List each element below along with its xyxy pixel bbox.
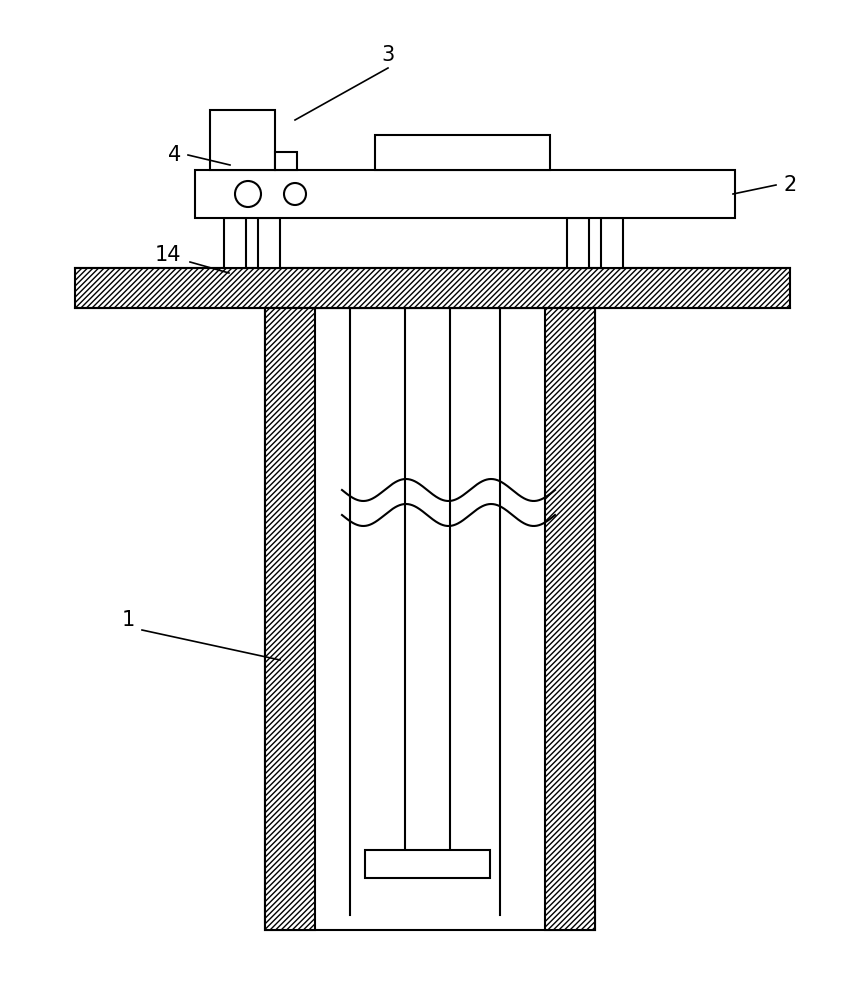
Bar: [258, 218, 280, 268]
Text: 14: 14: [155, 245, 181, 265]
Bar: [545, 308, 595, 930]
Text: 4: 4: [169, 145, 181, 165]
Bar: [75, 268, 790, 308]
Bar: [365, 850, 490, 878]
Bar: [275, 152, 297, 170]
Bar: [601, 218, 623, 268]
Bar: [567, 218, 589, 268]
Text: 2: 2: [783, 175, 797, 195]
Bar: [265, 308, 595, 930]
Text: 3: 3: [381, 45, 395, 65]
Bar: [195, 170, 735, 218]
Bar: [210, 110, 275, 170]
Bar: [265, 308, 315, 930]
Text: 1: 1: [121, 610, 135, 630]
Bar: [224, 218, 246, 268]
Bar: [375, 135, 550, 170]
